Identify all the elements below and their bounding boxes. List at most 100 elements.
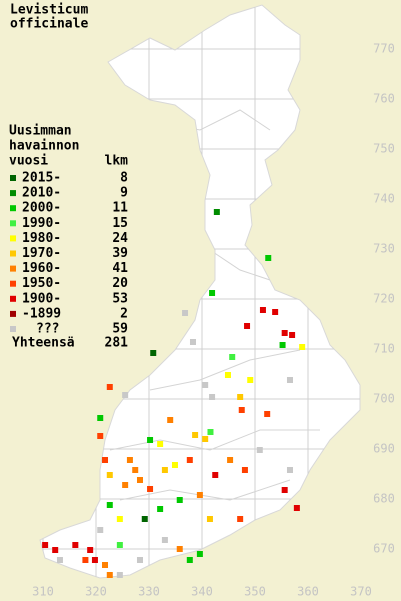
observation-square [122, 392, 129, 398]
observation-square [238, 407, 245, 413]
observation-square [82, 557, 89, 563]
observation-square [126, 457, 133, 463]
observation-square [289, 332, 296, 338]
y-tick-label: 720 [373, 292, 395, 306]
observation-square [97, 415, 104, 421]
observation-square [244, 323, 251, 329]
country-outline [39, 4, 361, 579]
legend-swatch [10, 250, 16, 257]
observation-square [91, 557, 98, 563]
legend-count: 8 [120, 171, 128, 186]
observation-square [196, 492, 203, 498]
x-tick-label: 340 [191, 585, 213, 599]
x-tick-label: 330 [138, 585, 160, 599]
legend-count: 9 [120, 186, 128, 201]
observation-square [259, 307, 266, 313]
y-tick-label: 710 [373, 342, 395, 356]
observation-square [52, 547, 59, 553]
observation-square [102, 457, 109, 463]
legend-label: 2015- [22, 171, 61, 186]
legend-label: 1990- [22, 216, 61, 231]
observation-square [186, 457, 193, 463]
legend-label: 1980- [22, 231, 61, 246]
legend-swatch [10, 265, 16, 272]
observation-square [147, 486, 154, 492]
observation-square [167, 417, 174, 423]
legend-count: 15 [112, 216, 128, 231]
observation-square [87, 547, 94, 553]
legend-heading: havainnon [9, 139, 79, 154]
observation-square [42, 542, 49, 548]
x-tick-label: 370 [350, 585, 372, 599]
observation-square [122, 482, 129, 488]
observation-square [116, 516, 123, 522]
observation-square [279, 342, 286, 348]
legend-swatch [10, 205, 16, 212]
legend-count: 53 [112, 291, 128, 306]
observation-square [161, 537, 168, 543]
observation-square [281, 487, 288, 493]
observation-square [157, 441, 164, 447]
observation-square [97, 433, 104, 439]
observation-square [293, 505, 300, 511]
y-tick-label: 730 [373, 242, 395, 256]
legend-count: 2 [120, 306, 128, 321]
observation-square [286, 377, 293, 383]
legend-label: ??? [36, 322, 59, 337]
title: officinale [10, 17, 88, 32]
y-tick-label: 770 [373, 42, 395, 56]
observation-square [207, 429, 214, 435]
observation-square [72, 542, 79, 548]
legend-label: 2010- [22, 186, 61, 201]
y-tick-label: 740 [373, 192, 395, 206]
observation-square [281, 330, 288, 336]
legend-swatch [10, 326, 16, 332]
observation-square [202, 436, 209, 442]
y-tick-label: 750 [373, 142, 395, 156]
legend-count: 20 [112, 276, 128, 291]
observation-square [196, 551, 203, 557]
total-label: Yhteensä [12, 336, 75, 351]
y-tick-label: 690 [373, 442, 395, 456]
observation-square [299, 344, 306, 350]
y-tick-label: 760 [373, 92, 395, 106]
legend-label: -1899 [22, 306, 61, 321]
legend-count: 24 [112, 231, 128, 246]
legend-swatch [10, 235, 16, 242]
observation-square [176, 497, 183, 503]
observation-square [116, 572, 123, 578]
observation-square [141, 516, 148, 522]
observation-square [97, 527, 104, 533]
legend-heading: Uusimman [9, 124, 72, 139]
tick-labels: 310 320 330 340 350 360 370 670 680 690 700 710 720 7… [32, 42, 395, 599]
legend-swatch [10, 310, 16, 317]
legend-swatch [10, 220, 16, 227]
observation-square [256, 447, 263, 453]
legend-label: 1960- [22, 261, 61, 276]
observation-square [136, 477, 143, 483]
observation-square [265, 255, 272, 261]
legend-swatch [10, 280, 16, 287]
legend-column: lkm [105, 154, 129, 169]
observation-square [106, 384, 113, 390]
legend-label: 1950- [22, 276, 61, 291]
observation-square [209, 290, 216, 296]
legend-label: 1970- [22, 246, 61, 261]
observation-square [182, 310, 189, 316]
y-tick-label: 680 [373, 492, 395, 506]
total-count: 281 [105, 336, 129, 351]
observation-square [150, 350, 157, 356]
legend-count: 41 [112, 261, 128, 276]
observation-square [102, 562, 109, 568]
observation-square [176, 546, 183, 552]
legend-label: 1900- [22, 291, 61, 306]
observation-square [186, 557, 193, 563]
observation-square [227, 457, 234, 463]
legend-count: 39 [112, 246, 128, 261]
y-tick-label: 670 [373, 542, 395, 556]
legend: Uusimman havainnon vuosi lkm Yhteensä 28… [9, 124, 128, 351]
observation-square [192, 432, 199, 438]
observation-square [247, 377, 254, 383]
observation-square [106, 472, 113, 478]
x-tick-label: 310 [32, 585, 54, 599]
